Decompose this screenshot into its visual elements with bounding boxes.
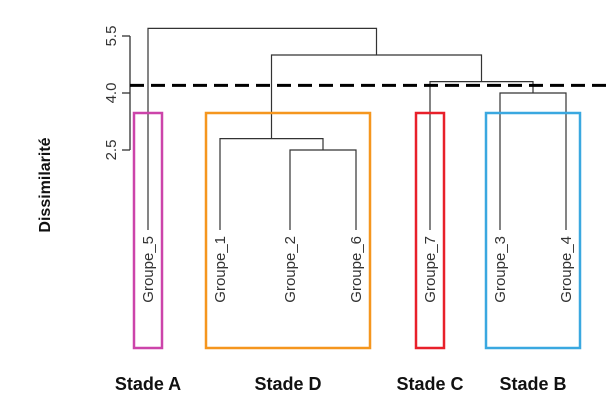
stage-label-2: Stade C bbox=[396, 374, 463, 394]
leaf-label-5: Groupe_3 bbox=[492, 236, 509, 303]
merge-link-0 bbox=[289, 149, 357, 230]
leaf-label-4: Groupe_7 bbox=[422, 236, 439, 303]
cluster-box-0 bbox=[132, 111, 164, 350]
merge-link-1 bbox=[219, 138, 324, 230]
cluster-box-2 bbox=[414, 111, 446, 350]
stage-labels: Stade A Stade D Stade C Stade B bbox=[115, 374, 567, 394]
y-axis-label: Dissimilarité bbox=[37, 137, 54, 232]
stage-label-1: Stade D bbox=[254, 374, 321, 394]
leaf-label-2: Groupe_2 bbox=[282, 236, 299, 303]
leaf-label-6: Groupe_4 bbox=[558, 236, 575, 303]
merge-link-4 bbox=[270, 54, 483, 139]
y-tick-label-0: 2.5 bbox=[103, 140, 120, 161]
y-tick-label-2: 5.5 bbox=[103, 26, 120, 47]
y-tick-label-1: 4.0 bbox=[103, 83, 120, 104]
merge-link-5 bbox=[147, 27, 378, 230]
leaf-label-0: Groupe_5 bbox=[140, 236, 157, 303]
merge-link-3 bbox=[429, 81, 534, 230]
leaf-label-1: Groupe_1 bbox=[212, 236, 229, 303]
cluster-box-3 bbox=[484, 111, 582, 350]
stage-label-0: Stade A bbox=[115, 374, 181, 394]
cluster-box-1 bbox=[204, 111, 372, 350]
leaf-label-3: Groupe_6 bbox=[348, 236, 365, 303]
y-axis: 2.5 4.0 5.5 bbox=[103, 26, 131, 161]
stage-label-3: Stade B bbox=[499, 374, 566, 394]
cluster-boxes bbox=[132, 111, 582, 350]
dendrogram-links bbox=[147, 27, 567, 230]
leaf-labels: Groupe_5 Groupe_1 Groupe_2 Groupe_6 Groupe_7… bbox=[140, 236, 575, 303]
